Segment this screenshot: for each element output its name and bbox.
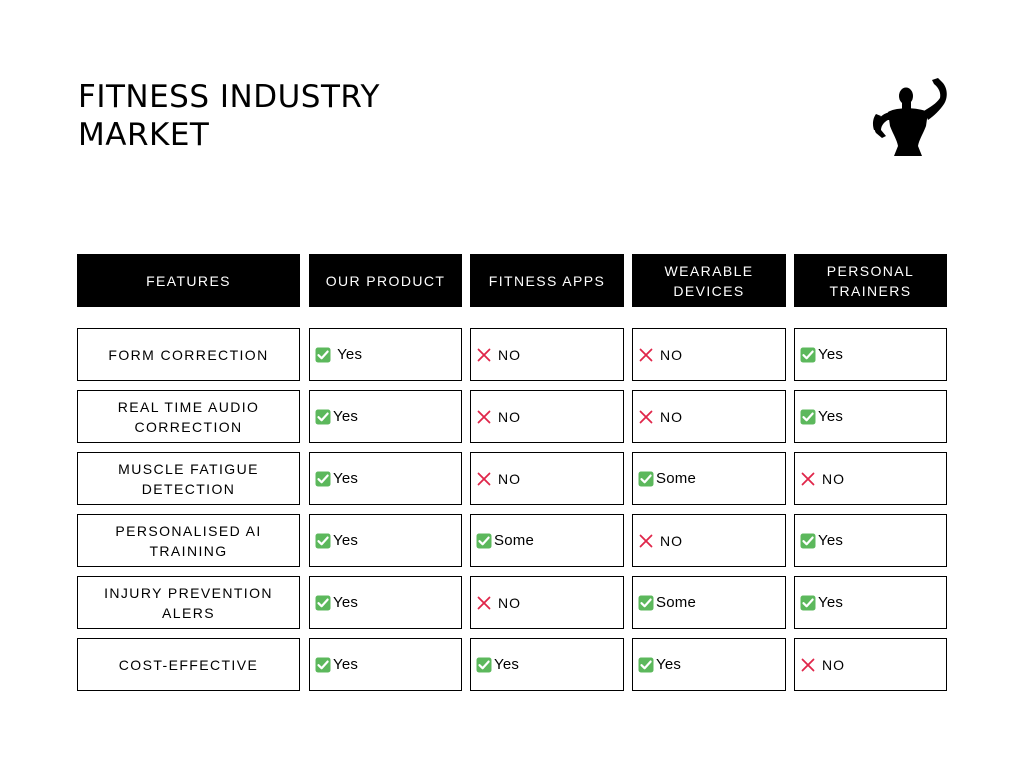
value-cell: Some [632,576,786,629]
value-cell: Yes [309,514,462,567]
feature-cell: MUSCLE FATIGUE DETECTION [77,452,300,505]
value-text: Yes [333,345,363,363]
feature-cell: COST-EFFECTIVE [77,638,300,691]
check-mark-icon [800,533,816,549]
value-text: NO [660,408,683,425]
value-cell: NO [470,452,624,505]
value-text: NO [498,594,521,611]
value-text: NO [498,346,521,363]
check-mark-icon [315,347,331,363]
flexing-bodybuilder-icon [866,74,950,158]
value-text: Some [494,531,534,549]
value-text: NO [822,470,845,487]
value-text: NO [498,408,521,425]
value-cell: Yes [470,638,624,691]
cross-mark-icon [476,595,492,611]
cross-mark-icon [638,409,654,425]
value-text: NO [660,346,683,363]
value-text: Yes [333,407,359,425]
check-mark-icon [315,471,331,487]
check-mark-icon [800,595,816,611]
value-text: Some [656,469,696,487]
value-text: NO [660,532,683,549]
value-text: Yes [333,593,359,611]
check-mark-icon [638,595,654,611]
value-cell: Yes [309,452,462,505]
check-mark-icon [638,471,654,487]
title-line-1: FITNESS INDUSTRY [78,79,380,115]
value-cell: Yes [309,638,462,691]
value-cell: NO [632,390,786,443]
value-text: NO [498,470,521,487]
check-mark-icon [476,657,492,673]
value-cell: NO [632,514,786,567]
feature-cell: PERSONALISED AI TRAINING [77,514,300,567]
feature-cell: FORM CORRECTION [77,328,300,381]
check-mark-icon [315,409,331,425]
value-cell: Yes [632,638,786,691]
value-cell: Yes [309,328,462,381]
feature-cell: INJURY PREVENTION ALERS [77,576,300,629]
cross-mark-icon [638,347,654,363]
check-mark-icon [315,595,331,611]
check-mark-icon [476,533,492,549]
value-cell: NO [470,390,624,443]
value-text: Yes [818,593,844,611]
feature-cell: REAL TIME AUDIO CORRECTION [77,390,300,443]
value-cell: Yes [309,576,462,629]
header-wearable-devices: WEARABLE DEVICES [632,254,786,307]
value-cell: Yes [309,390,462,443]
title-line-2: MARKET [78,117,210,153]
value-cell: Some [470,514,624,567]
value-cell: Yes [794,390,947,443]
value-cell: Some [632,452,786,505]
cross-mark-icon [800,471,816,487]
value-text: NO [822,656,845,673]
value-text: Yes [818,531,844,549]
check-mark-icon [315,533,331,549]
header-personal-trainers: PERSONAL TRAINERS [794,254,947,307]
value-text: Yes [333,469,359,487]
header-our-product: OUR PRODUCT [309,254,462,307]
check-mark-icon [315,657,331,673]
value-text: Yes [818,407,844,425]
value-cell: NO [794,452,947,505]
value-text: Yes [494,655,520,673]
check-mark-icon [800,409,816,425]
check-mark-icon [638,657,654,673]
header-fitness-apps: FITNESS APPS [470,254,624,307]
page-title: FITNESS INDUSTRY MARKET [78,78,380,154]
value-text: Yes [656,655,682,673]
value-cell: NO [632,328,786,381]
header-features: FEATURES [77,254,300,307]
value-cell: Yes [794,514,947,567]
value-text: Yes [333,531,359,549]
check-mark-icon [800,347,816,363]
cross-mark-icon [638,533,654,549]
value-text: Some [656,593,696,611]
value-cell: Yes [794,328,947,381]
cross-mark-icon [476,409,492,425]
cross-mark-icon [800,657,816,673]
value-text: Yes [818,345,844,363]
value-cell: Yes [794,576,947,629]
value-cell: NO [470,576,624,629]
cross-mark-icon [476,347,492,363]
cross-mark-icon [476,471,492,487]
value-text: Yes [333,655,359,673]
value-cell: NO [470,328,624,381]
value-cell: NO [794,638,947,691]
